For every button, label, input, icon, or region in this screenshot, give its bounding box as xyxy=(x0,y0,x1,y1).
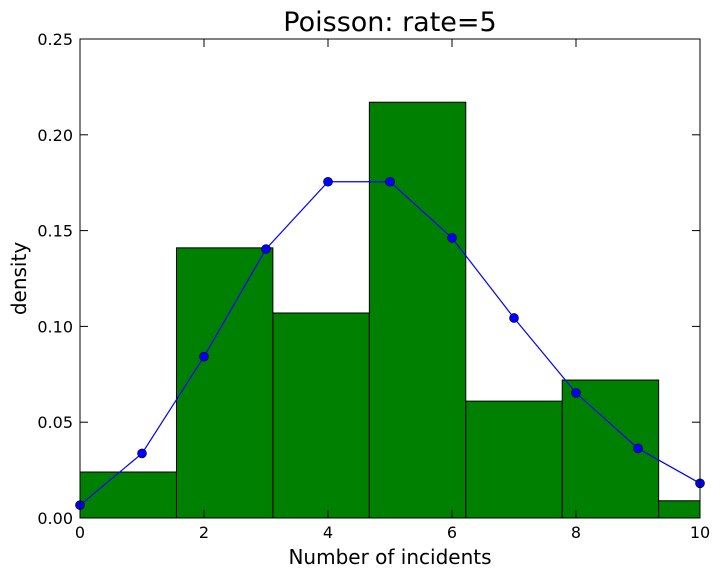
plot-frame xyxy=(79,38,701,519)
x-tick-label: 6 xyxy=(447,523,457,542)
pmf-point xyxy=(199,351,209,362)
y-tick-label: 0.15 xyxy=(37,222,73,241)
histogram-bar xyxy=(658,500,700,518)
pmf-line-layer xyxy=(75,176,705,510)
histogram-bar xyxy=(561,379,660,518)
pmf-point xyxy=(633,443,643,454)
x-tick-label: 2 xyxy=(199,523,209,542)
y-tick-label: 0.05 xyxy=(37,413,73,432)
y-tick-label: 0.25 xyxy=(37,30,73,49)
pmf-point xyxy=(509,313,519,323)
pmf-point xyxy=(385,176,395,187)
x-axis-label: Number of incidents xyxy=(288,545,491,569)
histogram-bar xyxy=(368,101,467,518)
x-tick-label: 4 xyxy=(323,523,333,542)
x-tick-label: 8 xyxy=(571,523,581,542)
pmf-point xyxy=(323,176,333,187)
y-tick-label: 0.00 xyxy=(37,509,73,528)
pmf-point xyxy=(447,233,457,243)
y-tick-label: 0.10 xyxy=(37,317,73,336)
y-tick-label: 0.20 xyxy=(37,126,73,145)
histogram-bars xyxy=(80,101,700,518)
histogram-bar xyxy=(465,400,563,518)
histogram-bar xyxy=(175,247,274,518)
pmf-point xyxy=(137,448,147,459)
pmf-point xyxy=(571,388,581,398)
x-tick-label: 0 xyxy=(75,523,85,542)
histogram-bar xyxy=(272,312,370,518)
axis-ticks: 0 2 4 6 8 10 0.00 0.05 0.10 0.15 0.20 0.25 xyxy=(37,30,710,542)
histogram-bar xyxy=(80,471,177,518)
x-tick-label: 10 xyxy=(690,523,710,542)
y-axis-label: density xyxy=(7,242,31,315)
pmf-point xyxy=(261,244,271,254)
chart-title: Poisson: rate=5 xyxy=(283,7,496,38)
